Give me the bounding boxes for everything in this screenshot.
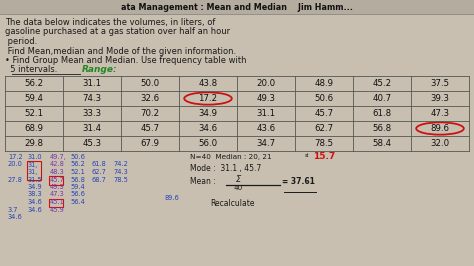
- Text: 56.6: 56.6: [70, 192, 85, 197]
- Text: 34.6: 34.6: [28, 206, 43, 213]
- Text: 52.1: 52.1: [25, 109, 44, 118]
- Text: 45.9: 45.9: [50, 206, 65, 213]
- Text: 45.2: 45.2: [373, 79, 392, 88]
- Text: 20.0: 20.0: [256, 79, 275, 88]
- Text: 43.6: 43.6: [256, 124, 275, 133]
- Text: 34.9: 34.9: [199, 109, 218, 118]
- Text: 50.6: 50.6: [70, 154, 85, 160]
- Text: 17.2: 17.2: [199, 94, 218, 103]
- Text: 38.3: 38.3: [28, 192, 43, 197]
- Bar: [49, 198, 63, 207]
- Text: 74.3: 74.3: [82, 94, 101, 103]
- Text: 49.7,: 49.7,: [50, 154, 67, 160]
- Bar: [27, 161, 41, 180]
- Text: 32.6: 32.6: [140, 94, 160, 103]
- Text: Range:: Range:: [82, 65, 118, 74]
- Text: 40: 40: [234, 185, 243, 192]
- Text: 47.3: 47.3: [430, 109, 449, 118]
- Text: 32.0: 32.0: [430, 139, 449, 148]
- Text: 34.6: 34.6: [199, 124, 218, 133]
- Text: 39.3: 39.3: [430, 94, 449, 103]
- Text: 31.0: 31.0: [28, 154, 43, 160]
- Text: 31.4: 31.4: [82, 124, 101, 133]
- Text: 5 intervals.: 5 intervals.: [5, 65, 57, 74]
- Text: 20.0: 20.0: [8, 161, 23, 168]
- Text: 45.1: 45.1: [50, 199, 65, 205]
- Text: 78.5: 78.5: [314, 139, 334, 148]
- Text: 50.0: 50.0: [140, 79, 160, 88]
- Text: 78.5: 78.5: [113, 177, 128, 182]
- Text: 68.9: 68.9: [25, 124, 44, 133]
- Text: 27.8: 27.8: [8, 177, 23, 182]
- Text: 42.8: 42.8: [50, 161, 65, 168]
- Text: 34.7: 34.7: [256, 139, 275, 148]
- Text: 59.4: 59.4: [70, 184, 85, 190]
- Text: 29.8: 29.8: [25, 139, 44, 148]
- Text: 89.6: 89.6: [430, 124, 449, 133]
- Text: 31.1: 31.1: [256, 109, 275, 118]
- Text: 56.2: 56.2: [70, 161, 85, 168]
- Text: 15.7: 15.7: [313, 152, 335, 161]
- Text: 31,: 31,: [28, 169, 38, 175]
- Text: 34.9: 34.9: [28, 184, 43, 190]
- Text: 61.8: 61.8: [373, 109, 392, 118]
- Text: 45.7: 45.7: [50, 177, 65, 182]
- Text: 17.2: 17.2: [8, 154, 23, 160]
- Text: 34.6: 34.6: [8, 214, 23, 220]
- Text: 3.7: 3.7: [8, 206, 18, 213]
- Text: The data below indicates the volumes, in liters, of: The data below indicates the volumes, in…: [5, 18, 215, 27]
- Text: 70.2: 70.2: [140, 109, 160, 118]
- Text: 62.7: 62.7: [92, 169, 107, 175]
- Text: 50.6: 50.6: [314, 94, 334, 103]
- Text: 40.7: 40.7: [373, 94, 392, 103]
- Text: 89.6: 89.6: [165, 195, 180, 201]
- Text: 56.8: 56.8: [373, 124, 392, 133]
- Text: 49.3: 49.3: [50, 184, 64, 190]
- Text: 56.4: 56.4: [70, 199, 85, 205]
- Text: 45.3: 45.3: [82, 139, 101, 148]
- Text: 48.9: 48.9: [315, 79, 334, 88]
- Text: 56.0: 56.0: [199, 139, 218, 148]
- Text: 52.1: 52.1: [70, 169, 85, 175]
- Text: period.: period.: [5, 37, 37, 46]
- Text: 67.9: 67.9: [140, 139, 159, 148]
- Text: 74.3: 74.3: [113, 169, 128, 175]
- Text: Σ: Σ: [236, 176, 241, 185]
- Text: 48.3: 48.3: [50, 169, 65, 175]
- Text: Find Mean,median and Mode of the given information.: Find Mean,median and Mode of the given i…: [5, 47, 236, 56]
- Text: 45.7: 45.7: [314, 109, 334, 118]
- Bar: [49, 176, 63, 185]
- Text: 56.2: 56.2: [25, 79, 44, 88]
- Text: 37.5: 37.5: [430, 79, 449, 88]
- Text: Mean :: Mean :: [190, 177, 216, 185]
- Text: 31.1: 31.1: [82, 79, 101, 88]
- Text: 31.5: 31.5: [28, 177, 43, 182]
- Text: Mode :  31.1 , 45.7: Mode : 31.1 , 45.7: [190, 164, 261, 173]
- Text: gasoline purchased at a gas station over half an hour: gasoline purchased at a gas station over…: [5, 27, 230, 36]
- Text: 43.8: 43.8: [199, 79, 218, 88]
- Text: 59.4: 59.4: [25, 94, 44, 103]
- Text: 33.3: 33.3: [82, 109, 101, 118]
- Text: 34.6: 34.6: [28, 199, 43, 205]
- Text: ata Management : Mean and Median    Jim Hamm...: ata Management : Mean and Median Jim Ham…: [121, 3, 353, 12]
- Text: st: st: [305, 153, 310, 158]
- Text: = 37.61: = 37.61: [282, 177, 315, 185]
- Text: 47.3: 47.3: [50, 192, 65, 197]
- Text: 61.8: 61.8: [92, 161, 107, 168]
- Text: 58.4: 58.4: [373, 139, 392, 148]
- Text: 68.7: 68.7: [92, 177, 107, 182]
- Text: N=40  Median : 20, 21: N=40 Median : 20, 21: [190, 154, 272, 160]
- Text: 49.3: 49.3: [256, 94, 275, 103]
- Bar: [0, 0, 474, 14]
- Text: 62.7: 62.7: [314, 124, 334, 133]
- Text: • Find Group Mean and Median. Use frequency table with: • Find Group Mean and Median. Use freque…: [5, 56, 246, 65]
- Text: 74.2: 74.2: [113, 161, 128, 168]
- Text: 56.8: 56.8: [70, 177, 85, 182]
- Text: 31,: 31,: [28, 161, 38, 168]
- Text: 45.7: 45.7: [140, 124, 160, 133]
- Text: Recalculate: Recalculate: [210, 199, 255, 208]
